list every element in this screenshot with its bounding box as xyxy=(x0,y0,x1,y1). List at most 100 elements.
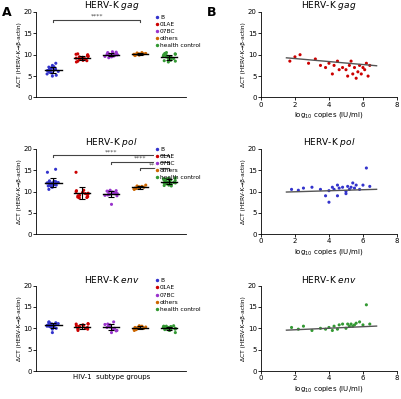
Point xyxy=(104,51,110,57)
Point xyxy=(360,64,366,71)
Point xyxy=(82,190,89,197)
Point xyxy=(108,54,115,60)
Text: A: A xyxy=(2,6,12,19)
Point xyxy=(107,187,113,194)
Point xyxy=(84,57,90,64)
Point xyxy=(346,323,352,329)
Point xyxy=(49,62,56,69)
Point xyxy=(44,169,51,176)
Y-axis label: ΔCT (HERV-K→β-actin): ΔCT (HERV-K→β-actin) xyxy=(241,22,246,87)
Point xyxy=(46,319,52,326)
Point xyxy=(75,51,81,57)
Point xyxy=(134,183,140,189)
Point xyxy=(46,67,53,73)
Point xyxy=(105,321,111,327)
Point xyxy=(110,53,117,59)
Point xyxy=(113,328,119,334)
Point xyxy=(163,180,170,186)
Point xyxy=(73,322,80,329)
Point xyxy=(55,320,61,327)
Point xyxy=(132,185,138,191)
Point xyxy=(73,51,79,57)
Point xyxy=(109,326,116,333)
Point xyxy=(172,177,178,184)
Point xyxy=(348,58,354,64)
Point xyxy=(110,319,117,325)
Y-axis label: ΔCT (HERV-K→β-actin): ΔCT (HERV-K→β-actin) xyxy=(16,296,22,361)
Point xyxy=(84,52,91,59)
Point xyxy=(49,326,56,332)
Point xyxy=(297,51,303,58)
Point xyxy=(166,57,172,63)
Point xyxy=(367,183,373,190)
Point xyxy=(73,169,79,176)
Point xyxy=(326,199,332,205)
Point xyxy=(81,322,87,328)
Point xyxy=(111,52,118,59)
Point xyxy=(109,190,116,196)
Point xyxy=(53,178,59,185)
Point xyxy=(105,192,112,198)
Point xyxy=(295,326,302,332)
Point xyxy=(44,323,50,329)
Point xyxy=(105,323,112,329)
Point xyxy=(107,322,113,328)
Point xyxy=(365,73,371,79)
Point xyxy=(47,324,53,330)
Point xyxy=(45,322,51,328)
Point xyxy=(172,58,178,64)
Point xyxy=(350,180,356,186)
Point xyxy=(367,321,373,327)
Point xyxy=(55,68,61,75)
Point xyxy=(76,323,83,329)
Point xyxy=(85,191,91,197)
Point xyxy=(344,73,351,79)
Point xyxy=(132,52,138,59)
Point xyxy=(350,323,356,329)
Point xyxy=(77,192,83,199)
Point xyxy=(134,50,140,56)
Point xyxy=(142,50,149,57)
Point xyxy=(51,63,57,70)
Point xyxy=(84,192,91,198)
Point xyxy=(48,184,55,190)
Point xyxy=(348,184,354,190)
Point xyxy=(46,319,52,325)
Point xyxy=(113,49,119,55)
Point xyxy=(133,326,140,333)
Point xyxy=(166,56,173,62)
Point xyxy=(44,67,51,74)
Point xyxy=(168,324,174,330)
Point xyxy=(131,186,138,193)
Point xyxy=(172,180,178,186)
Point xyxy=(49,321,55,327)
Point xyxy=(79,189,86,196)
Point xyxy=(353,75,359,81)
Point xyxy=(105,51,112,57)
Point xyxy=(51,182,57,188)
Legend: B, 01AE, 07BC, others, health control: B, 01AE, 07BC, others, health control xyxy=(155,278,200,312)
Point xyxy=(141,325,147,332)
Point xyxy=(132,324,138,331)
Point xyxy=(168,326,174,332)
Point xyxy=(46,320,53,326)
Point xyxy=(326,188,332,194)
Point xyxy=(49,180,56,187)
Point xyxy=(131,186,137,192)
Point xyxy=(360,182,366,188)
Point xyxy=(172,325,178,332)
Point xyxy=(55,179,61,186)
Point xyxy=(336,185,342,191)
Point xyxy=(166,53,172,59)
Point xyxy=(48,65,55,71)
Point xyxy=(51,322,57,329)
Point xyxy=(75,327,81,334)
Point xyxy=(73,188,79,195)
Point xyxy=(104,324,110,331)
Point xyxy=(46,186,52,193)
Point xyxy=(353,182,359,188)
Point xyxy=(105,192,111,198)
Point xyxy=(107,191,113,197)
Point xyxy=(73,188,80,194)
Point xyxy=(79,190,86,196)
